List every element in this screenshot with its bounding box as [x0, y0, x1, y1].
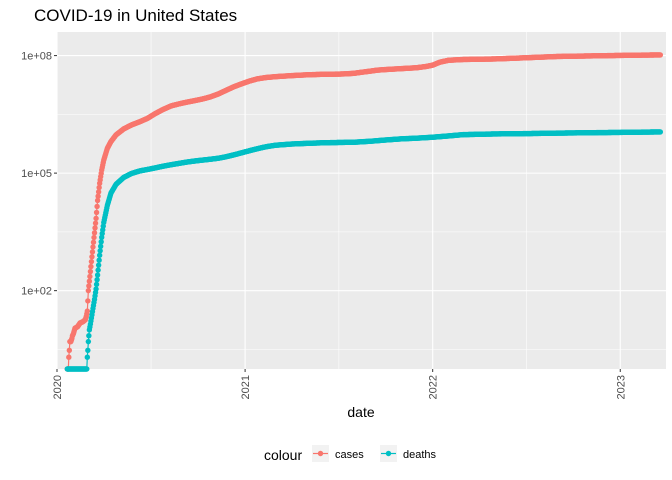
data-point-cases — [91, 230, 98, 236]
data-point-deaths — [93, 286, 99, 292]
data-point-deaths — [95, 262, 102, 268]
y-tick-label: 1e+02 — [21, 286, 52, 298]
data-point-deaths — [86, 333, 92, 339]
data-point-cases — [84, 308, 91, 314]
y-tick-label: 1e+05 — [21, 168, 52, 180]
legend-title: colour — [264, 447, 302, 463]
x-axis: 2020 2021 2022 2023 — [52, 369, 627, 399]
data-point-deaths — [84, 366, 90, 372]
x-tick-label: 2020 — [52, 375, 64, 399]
x-tick-label: 2021 — [240, 375, 252, 399]
x-tick-label: 2023 — [615, 375, 627, 399]
series-deaths — [64, 129, 664, 372]
legend-label: cases — [335, 449, 364, 461]
data-point-cases — [91, 234, 97, 241]
data-point-cases — [87, 268, 94, 275]
legend: colour cases deaths — [264, 445, 437, 463]
data-point-cases — [85, 298, 91, 304]
data-point-deaths — [96, 252, 103, 258]
plot-panel — [57, 32, 666, 369]
legend-key-point — [317, 450, 324, 457]
legend-label: deaths — [403, 449, 437, 461]
data-point-cases — [88, 258, 95, 265]
data-point-deaths — [94, 272, 101, 278]
data-point-deaths — [657, 129, 664, 135]
data-point-cases — [89, 254, 95, 260]
y-tick-label: 1e+08 — [21, 51, 52, 63]
data-point-deaths — [94, 277, 100, 283]
data-point-cases — [92, 220, 99, 226]
legend-item-deaths: deaths — [380, 445, 437, 462]
data-point-cases — [86, 278, 93, 284]
data-point-cases — [96, 184, 102, 191]
data-point-cases — [94, 203, 100, 210]
data-point-cases — [90, 239, 97, 245]
legend-key-point — [385, 450, 392, 457]
data-point-cases — [94, 197, 101, 204]
x-tick-label: 2022 — [428, 375, 440, 399]
data-point-deaths — [93, 281, 100, 288]
data-point-deaths — [96, 257, 102, 263]
data-point-cases — [66, 347, 73, 354]
legend-item-cases: cases — [312, 445, 364, 462]
data-point-cases — [85, 287, 92, 294]
y-axis: 1e+02 1e+05 1e+08 — [21, 51, 57, 298]
data-point-deaths — [97, 248, 103, 254]
series-cases — [64, 52, 664, 372]
data-point-cases — [86, 283, 92, 289]
data-point-cases — [92, 225, 98, 231]
data-point-deaths — [95, 267, 101, 273]
data-point-deaths — [97, 243, 104, 249]
data-point-cases — [95, 193, 101, 199]
chart-title: COVID-19 in United States — [34, 6, 237, 25]
data-point-cases — [89, 249, 96, 255]
data-point-cases — [93, 215, 99, 222]
data-point-cases — [87, 273, 93, 280]
data-point-cases — [88, 263, 94, 270]
data-point-deaths — [98, 239, 104, 245]
data-point-deaths — [85, 338, 92, 345]
x-axis-title: date — [347, 404, 374, 420]
data-point-deaths — [84, 354, 91, 360]
data-point-deaths — [85, 347, 91, 354]
data-point-cases — [657, 52, 664, 58]
series-layer — [64, 52, 664, 372]
data-point-cases — [93, 209, 100, 216]
data-point-cases — [90, 244, 96, 250]
data-point-cases — [66, 354, 72, 360]
data-point-cases — [95, 189, 102, 195]
